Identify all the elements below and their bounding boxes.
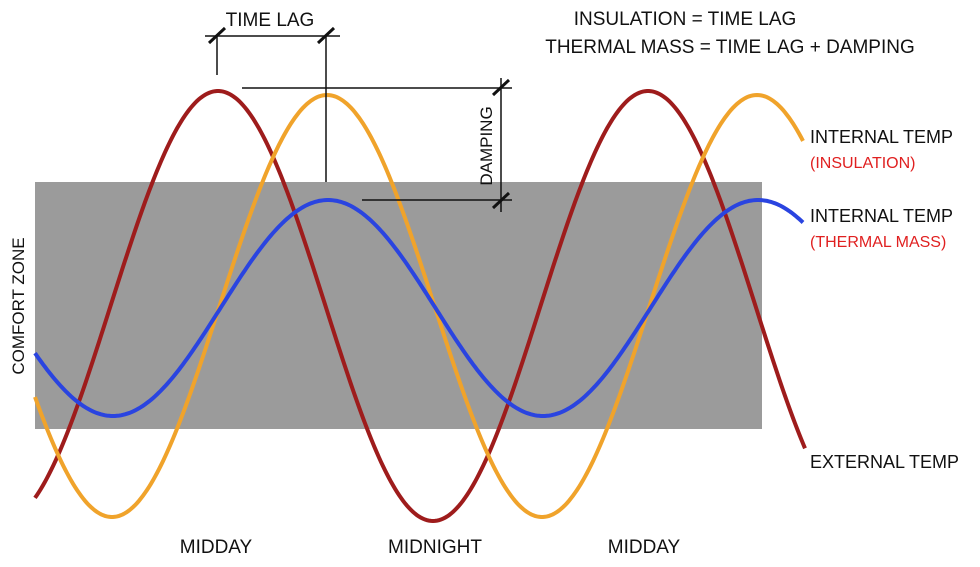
header-line-2: THERMAL MASS = TIME LAG + DAMPING xyxy=(545,37,915,58)
damping-bottom-tick xyxy=(491,191,511,210)
legend-insulation-title: INTERNAL TEMP xyxy=(810,127,953,147)
time-lag-label: TIME LAG xyxy=(226,10,315,31)
insulation-temp-wave xyxy=(33,92,805,519)
x-label-midday-1: MIDDAY xyxy=(180,537,253,558)
x-label-midnight: MIDNIGHT xyxy=(388,537,482,558)
legend-thermal-mass-title: INTERNAL TEMP xyxy=(810,206,953,226)
legend-external-title: EXTERNAL TEMP xyxy=(810,452,959,472)
legend-thermal-mass-subtitle: (THERMAL MASS) xyxy=(810,234,946,251)
time-lag-right-tick xyxy=(316,26,336,45)
damping-label: DAMPING xyxy=(477,106,496,185)
comfort-zone-band xyxy=(35,182,762,429)
comfort-zone-label: COMFORT ZONE xyxy=(9,237,28,374)
time-lag-guide xyxy=(205,26,340,182)
x-label-midday-2: MIDDAY xyxy=(608,537,681,558)
damping-top-tick xyxy=(491,78,511,97)
time-lag-left-tick xyxy=(207,26,227,45)
damping-guide xyxy=(242,78,512,212)
external-temp-wave xyxy=(33,89,807,524)
header-line-1: INSULATION = TIME LAG xyxy=(574,9,797,30)
legend-insulation-subtitle: (INSULATION) xyxy=(810,155,915,172)
thermal-mass-temp-wave xyxy=(33,198,805,418)
